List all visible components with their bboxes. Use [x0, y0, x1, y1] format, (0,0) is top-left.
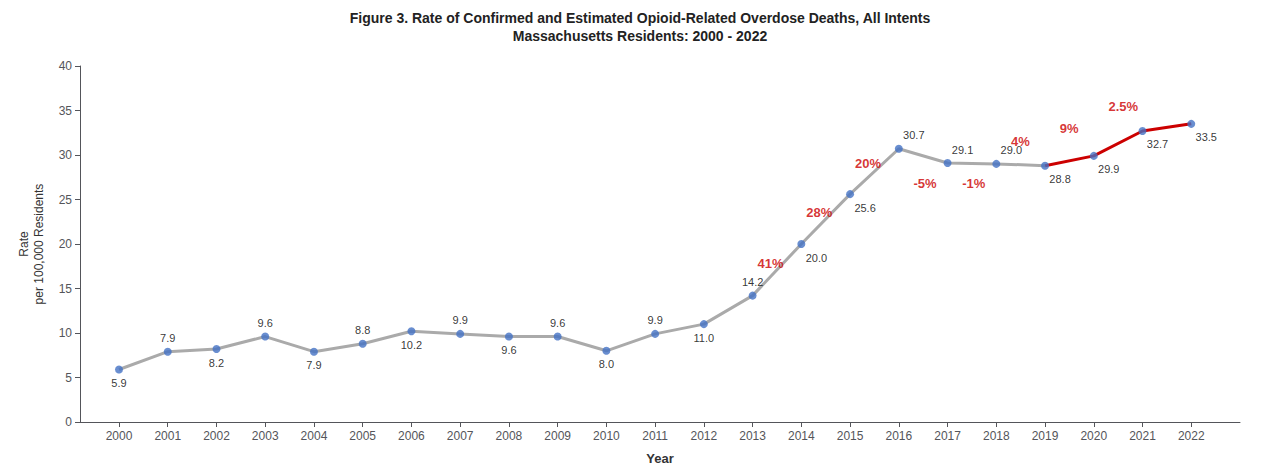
svg-text:10: 10	[59, 326, 73, 340]
svg-text:2021: 2021	[1129, 429, 1156, 443]
svg-text:2015: 2015	[837, 429, 864, 443]
svg-text:35: 35	[59, 104, 73, 118]
svg-text:4%: 4%	[1011, 134, 1030, 149]
svg-text:8.2: 8.2	[209, 357, 224, 369]
svg-text:32.7: 32.7	[1147, 138, 1168, 150]
svg-text:20: 20	[59, 237, 73, 251]
svg-text:29.1: 29.1	[952, 144, 973, 156]
svg-text:41%: 41%	[757, 256, 783, 271]
svg-text:14.2: 14.2	[742, 276, 763, 288]
svg-text:29.0: 29.0	[1000, 144, 1022, 157]
svg-text:Figure 3. Rate of Confirmed an: Figure 3. Rate of Confirmed and Estimate…	[350, 10, 931, 26]
svg-text:5: 5	[65, 371, 72, 385]
svg-text:9.6: 9.6	[550, 317, 565, 329]
svg-text:28%: 28%	[806, 205, 832, 220]
svg-text:30: 30	[59, 148, 73, 162]
svg-text:15: 15	[59, 282, 73, 296]
svg-text:11.0: 11.0	[694, 332, 715, 344]
svg-text:2000: 2000	[106, 429, 133, 443]
svg-text:2013: 2013	[739, 429, 766, 443]
svg-text:9.9: 9.9	[647, 314, 662, 326]
svg-text:7.9: 7.9	[306, 359, 321, 371]
svg-text:2022: 2022	[1178, 429, 1205, 443]
svg-text:2011: 2011	[642, 429, 668, 443]
svg-text:2019: 2019	[1032, 429, 1059, 443]
svg-text:30.7: 30.7	[903, 129, 924, 141]
svg-text:2004: 2004	[301, 429, 328, 443]
svg-text:9%: 9%	[1060, 121, 1079, 136]
svg-text:25: 25	[59, 193, 73, 207]
svg-text:2009: 2009	[544, 429, 571, 443]
svg-text:7.9: 7.9	[160, 332, 175, 344]
svg-text:2003: 2003	[252, 429, 279, 443]
svg-text:Year: Year	[646, 451, 673, 466]
svg-text:-1%: -1%	[962, 176, 986, 191]
svg-text:2010: 2010	[593, 429, 620, 443]
svg-text:9.9: 9.9	[453, 314, 468, 326]
svg-text:2.5%: 2.5%	[1108, 99, 1138, 114]
svg-text:25.6: 25.6	[854, 202, 875, 214]
svg-text:2005: 2005	[349, 429, 376, 443]
svg-text:8.0: 8.0	[599, 358, 614, 370]
svg-text:20.0: 20.0	[806, 252, 827, 264]
svg-text:Rate: Rate	[17, 231, 31, 257]
svg-text:per 100,000 Residents: per 100,000 Residents	[32, 184, 46, 305]
svg-text:10.2: 10.2	[401, 339, 422, 351]
svg-text:2001: 2001	[154, 429, 181, 443]
svg-text:2007: 2007	[447, 429, 474, 443]
svg-text:2020: 2020	[1080, 429, 1107, 443]
svg-text:8.8: 8.8	[355, 324, 370, 336]
svg-text:2018: 2018	[983, 429, 1010, 443]
svg-text:2006: 2006	[398, 429, 425, 443]
svg-text:2002: 2002	[203, 429, 230, 443]
svg-text:5.9: 5.9	[111, 377, 126, 389]
svg-text:29.9: 29.9	[1098, 163, 1119, 175]
svg-text:0: 0	[65, 415, 72, 429]
svg-text:2017: 2017	[934, 429, 961, 443]
svg-text:20%: 20%	[855, 156, 881, 171]
svg-text:Massachusetts Residents: 2000: Massachusetts Residents: 2000 - 2022	[513, 28, 768, 44]
svg-text:40: 40	[59, 59, 73, 73]
svg-text:9.6: 9.6	[258, 317, 273, 329]
svg-text:28.8: 28.8	[1049, 173, 1070, 185]
svg-text:33.5: 33.5	[1196, 131, 1217, 143]
svg-text:9.6: 9.6	[501, 344, 516, 356]
svg-text:2016: 2016	[885, 429, 912, 443]
svg-text:-5%: -5%	[913, 176, 937, 191]
svg-text:2012: 2012	[691, 429, 718, 443]
svg-text:2008: 2008	[496, 429, 523, 443]
svg-text:2014: 2014	[788, 429, 815, 443]
